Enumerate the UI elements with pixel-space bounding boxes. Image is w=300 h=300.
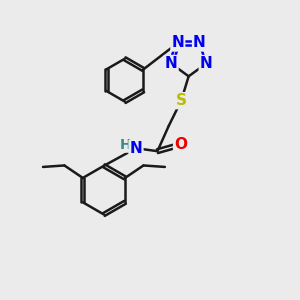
Text: O: O xyxy=(174,137,187,152)
Text: N: N xyxy=(200,56,212,71)
Text: N: N xyxy=(193,35,206,50)
Text: S: S xyxy=(176,93,187,108)
Text: H: H xyxy=(120,138,131,152)
Text: N: N xyxy=(130,141,142,156)
Text: N: N xyxy=(171,35,184,50)
Text: N: N xyxy=(165,56,178,71)
